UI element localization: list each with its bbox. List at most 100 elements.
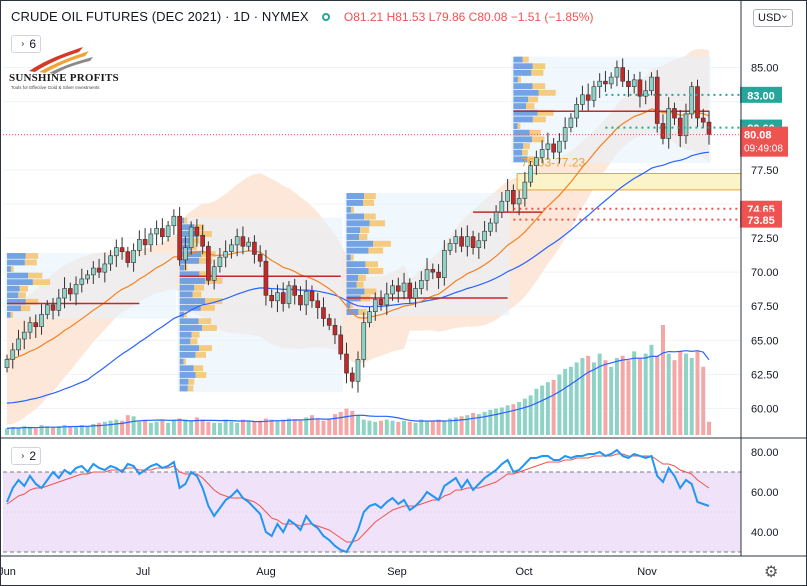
volume-profile-bar — [179, 284, 195, 291]
candle-body — [626, 80, 631, 87]
volume-bar — [637, 358, 642, 435]
rsi-legend-toggle-button[interactable]: ⌄ 2 — [11, 447, 42, 465]
volume-bar — [465, 415, 470, 435]
volume-bar — [499, 407, 504, 435]
volume-profile-bar — [517, 123, 521, 129]
volume-bar — [430, 420, 435, 435]
candle-body — [21, 331, 27, 340]
candle-body — [223, 251, 228, 258]
volume-profile-bar — [179, 318, 199, 325]
candle-body — [654, 76, 660, 124]
volume-profile-bar — [7, 305, 21, 312]
volume-profile-bar — [532, 63, 546, 70]
time-tick-label: Jun — [1, 566, 16, 578]
volume-profile-bar — [513, 76, 518, 83]
volume-profile-bar — [18, 292, 26, 299]
candle-body — [160, 228, 165, 237]
volume-profile-bar — [179, 358, 184, 365]
volume-profile-bar — [200, 304, 215, 311]
candle-body — [511, 190, 516, 205]
volume-bar — [148, 422, 153, 435]
currency-selector[interactable]: USD ⌄ — [753, 9, 793, 27]
candle-body — [73, 284, 79, 295]
candle-body — [534, 157, 539, 167]
candle-body — [91, 267, 96, 276]
volume-bar — [494, 408, 499, 435]
volume-profile-bar — [179, 298, 206, 305]
volume-bar — [91, 424, 96, 435]
logo-brand-text: SUNSHINE PROFITS — [9, 72, 119, 84]
volume-bar — [350, 410, 355, 435]
candle-body — [545, 143, 551, 150]
candle-body — [177, 215, 182, 261]
volume-profile-bar — [194, 284, 205, 291]
volume-profile-bar — [360, 227, 370, 234]
volume-bar — [396, 421, 401, 435]
candle-body — [137, 239, 142, 251]
candle-body — [689, 86, 695, 115]
candle-body — [344, 353, 349, 374]
ema-fast-line — [6, 108, 710, 360]
volume-profile-bar — [7, 272, 29, 279]
rsi-tick-label: 80.00 — [751, 447, 779, 459]
candle-body — [436, 271, 441, 278]
indicators-toggle-button[interactable]: ⌄ 6 — [11, 35, 42, 53]
volume-bar — [246, 420, 251, 435]
candle-body — [499, 200, 505, 213]
volume-profile-bar — [179, 351, 196, 358]
candle-body — [418, 280, 424, 289]
candle-body — [10, 349, 16, 360]
volume-bar — [649, 344, 654, 435]
high-value: H81.53 — [386, 10, 426, 24]
candle-body — [580, 94, 585, 105]
volume-profile-bar — [346, 233, 360, 240]
candle-body — [56, 297, 62, 311]
candle-body — [142, 239, 148, 246]
volume-profile-bar — [538, 89, 556, 96]
price-tick-label: 67.50 — [751, 301, 779, 313]
countdown-label: 09:49:08 — [744, 144, 783, 155]
volume-bar — [252, 421, 257, 435]
volume-bar — [309, 415, 314, 435]
volume-bar — [511, 404, 516, 435]
candle-body — [407, 282, 413, 299]
volume-profile-bar — [513, 109, 538, 116]
volume-profile-bar — [522, 149, 528, 156]
volume-bar — [361, 419, 366, 435]
candle-body — [666, 108, 672, 139]
volume-bar — [120, 420, 125, 435]
candle-body — [125, 251, 131, 263]
volume-bar — [580, 358, 585, 435]
candle-body — [298, 295, 303, 306]
candle-body — [252, 241, 257, 255]
symbol-title[interactable]: CRUDE OIL FUTURES (DEC 2021) · 1D · NYME… — [11, 9, 309, 24]
volume-profile-bar — [346, 206, 351, 213]
volume-bar — [33, 428, 38, 435]
volume-bar — [476, 414, 481, 435]
candle-body — [522, 181, 528, 199]
volume-bar — [258, 420, 263, 435]
candle-body — [683, 113, 689, 137]
candle-body — [229, 244, 234, 252]
volume-bar — [442, 420, 447, 435]
candle-body — [367, 311, 372, 323]
volume-profile-bar — [356, 281, 364, 288]
candle-body — [79, 278, 85, 285]
volume-bar — [235, 422, 240, 435]
gear-icon[interactable]: ⚙ — [764, 564, 779, 581]
candle-body — [246, 241, 251, 247]
low-value: L79.86 — [428, 10, 466, 24]
level-label: 83.00 — [747, 90, 775, 102]
volume-bar — [689, 358, 694, 435]
ema-slow-line — [6, 151, 710, 404]
volume-bar — [68, 426, 73, 435]
volume-bar — [292, 419, 297, 435]
ohlc-readout: O81.21 H81.53 L79.86 C80.08 −1.51 (−1.85… — [344, 10, 594, 24]
candle-body — [372, 299, 378, 312]
volume-profile-bar — [179, 338, 191, 345]
candle-body — [424, 269, 430, 281]
volume-bar — [223, 420, 228, 435]
volume-profile-bar — [365, 261, 379, 268]
volume-profile-bar — [346, 261, 366, 268]
